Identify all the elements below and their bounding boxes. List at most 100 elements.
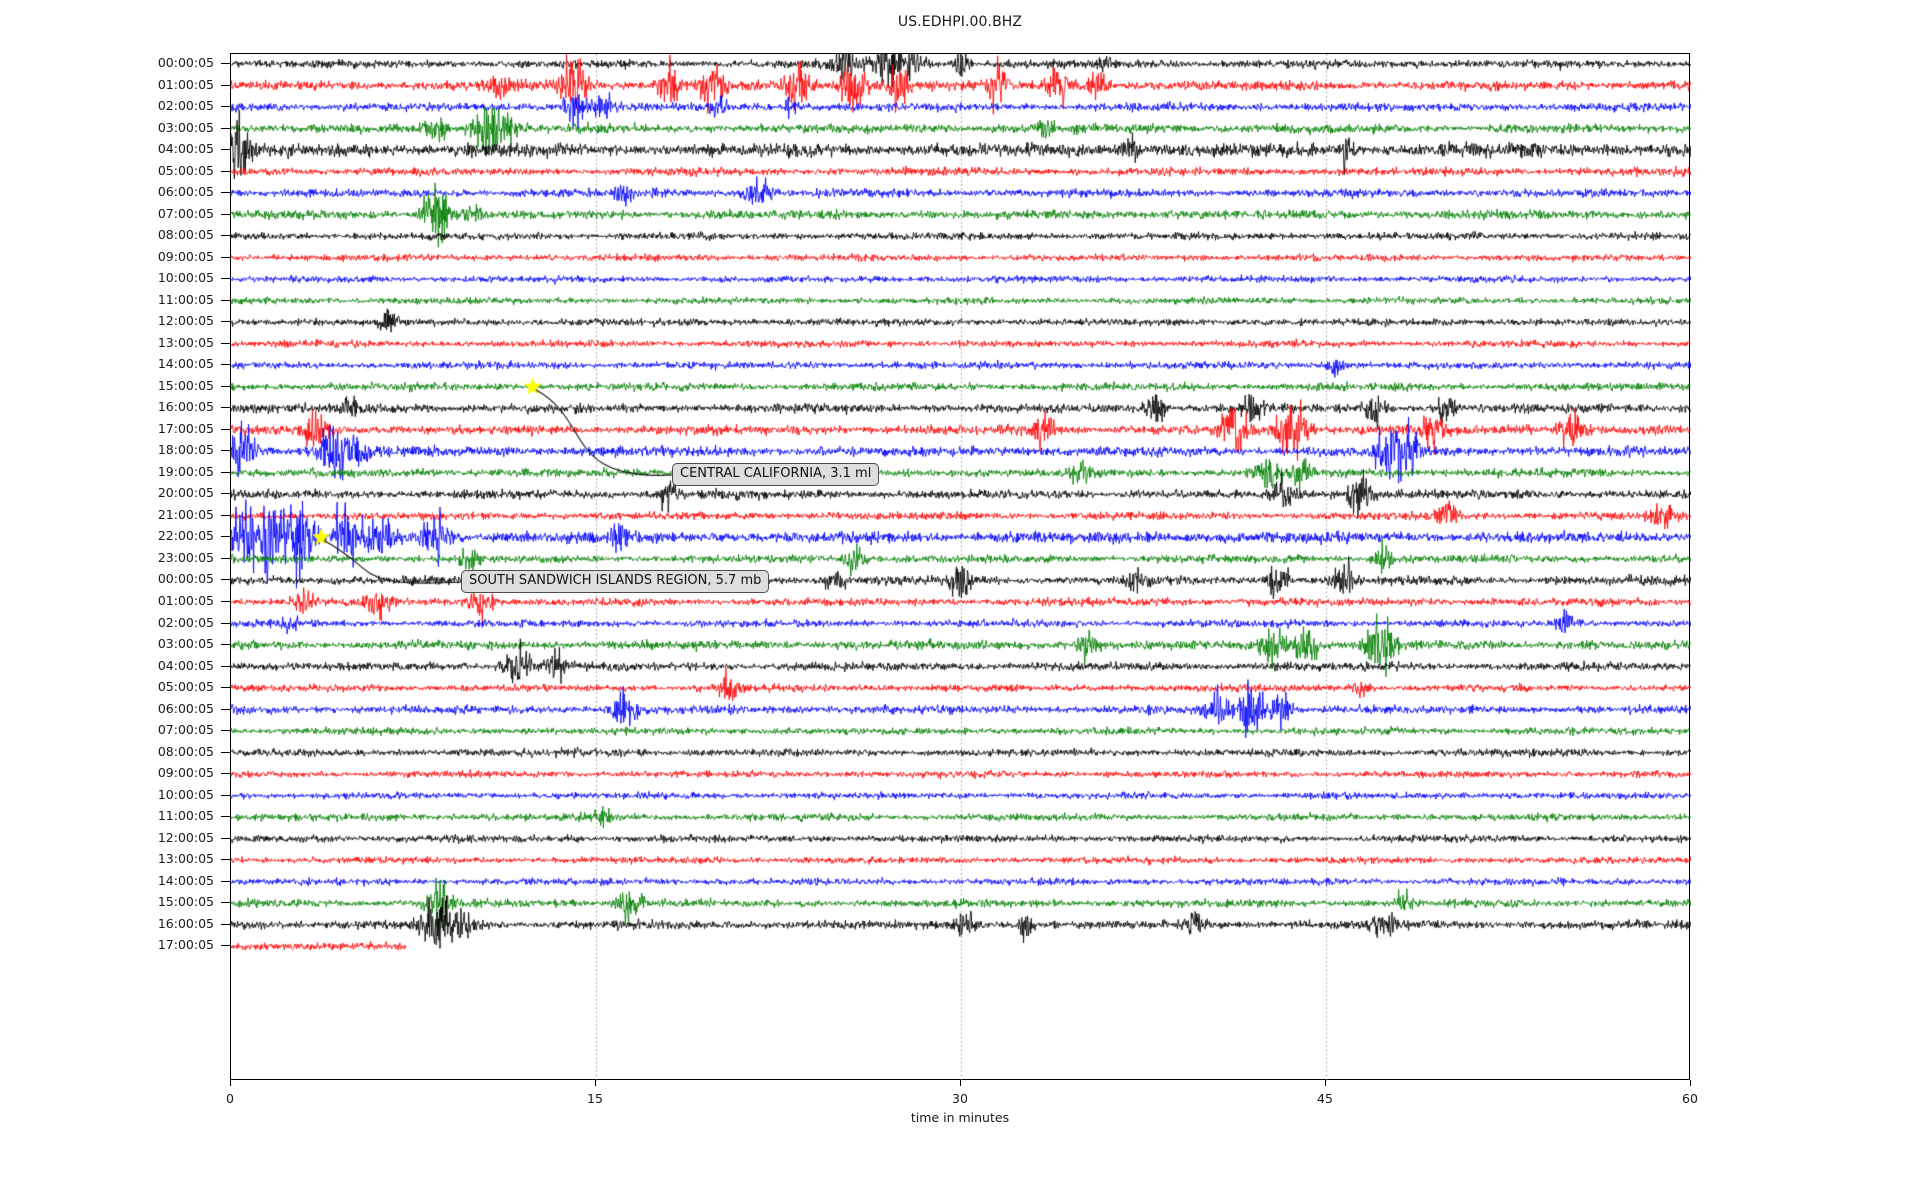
y-tick-label: 13:00:05 (157, 850, 214, 866)
waveform-canvas (231, 54, 1691, 1081)
y-tick-label: 10:00:05 (157, 786, 214, 802)
y-tick-label: 17:00:05 (157, 937, 214, 953)
y-tick-mark (221, 428, 230, 430)
x-tick-label: 0 (226, 1091, 234, 1106)
y-tick-label: 20:00:05 (157, 485, 214, 501)
y-tick-label: 02:00:05 (157, 614, 214, 630)
y-tick-label: 08:00:05 (157, 743, 214, 759)
y-tick-label: 01:00:05 (157, 592, 214, 608)
y-tick-mark (221, 278, 230, 280)
x-tick-mark (595, 1080, 596, 1086)
y-tick-mark (221, 321, 230, 323)
y-tick-mark (221, 106, 230, 108)
y-tick-mark (221, 63, 230, 64)
y-tick-label: 23:00:05 (157, 549, 214, 565)
y-tick-label: 15:00:05 (157, 377, 214, 393)
y-tick-mark (221, 708, 230, 710)
y-tick-label: 11:00:05 (157, 291, 214, 307)
x-tick-label: 60 (1682, 1091, 1698, 1106)
y-tick-mark (221, 880, 230, 882)
y-tick-label: 18:00:05 (157, 442, 214, 458)
x-tick-mark (230, 1080, 231, 1086)
y-tick-mark (221, 407, 230, 409)
x-tick-mark (1325, 1080, 1326, 1086)
x-axis-label: time in minutes (910, 1110, 1010, 1125)
y-tick-label: 10:00:05 (157, 269, 214, 285)
y-tick-label: 08:00:05 (157, 226, 214, 242)
y-tick-label: 17:00:05 (157, 420, 214, 436)
y-tick-label: 05:00:05 (157, 162, 214, 178)
x-axis-tick-labels: 0 15 30 45 60 (226, 1080, 1698, 1120)
event-annotation-south-sandwich-islands: SOUTH SANDWICH ISLANDS REGION, 5.7 mb (461, 570, 770, 593)
y-tick-label: 03:00:05 (157, 119, 214, 135)
y-tick-mark (221, 149, 230, 151)
y-tick-label: 00:00:05 (157, 571, 214, 587)
y-tick-mark (221, 170, 230, 172)
page-title: US.EDHPI.00.BHZ (897, 14, 1023, 30)
y-tick-label: 11:00:05 (157, 807, 214, 823)
plot-axes (230, 53, 1691, 1081)
y-tick-mark (221, 84, 230, 86)
y-tick-mark (221, 687, 230, 689)
y-tick-label: 15:00:05 (157, 894, 214, 910)
y-tick-mark (221, 923, 230, 925)
y-tick-mark (221, 256, 230, 258)
y-tick-mark (221, 536, 230, 538)
y-tick-label: 12:00:05 (157, 312, 214, 328)
y-tick-mark (221, 622, 230, 624)
y-tick-label: 07:00:05 (157, 205, 214, 221)
y-tick-mark (221, 945, 230, 947)
y-tick-mark (221, 471, 230, 473)
y-tick-mark (221, 235, 230, 237)
event-annotation-central-california: CENTRAL CALIFORNIA, 3.1 ml (672, 463, 880, 486)
y-tick-mark (221, 859, 230, 861)
y-tick-mark (221, 342, 230, 344)
y-tick-mark (221, 127, 230, 129)
y-tick-label: 03:00:05 (157, 635, 214, 651)
y-tick-label: 12:00:05 (157, 829, 214, 845)
y-tick-label: 22:00:05 (157, 528, 214, 544)
x-tick-label: 30 (952, 1091, 968, 1106)
y-tick-mark (221, 730, 230, 732)
y-tick-mark (221, 557, 230, 559)
y-tick-label: 21:00:05 (157, 506, 214, 522)
y-tick-mark (221, 192, 230, 194)
y-tick-label: 04:00:05 (157, 657, 214, 673)
y-tick-label: 16:00:05 (157, 399, 214, 415)
y-tick-mark (221, 514, 230, 516)
y-tick-mark (221, 579, 230, 581)
y-tick-mark (221, 364, 230, 366)
y-tick-mark (221, 213, 230, 215)
y-axis-tick-labels: 00:00:05 01:00:05 02:00:05 03:00:05 04:00:05… (0, 53, 230, 1080)
y-tick-mark (221, 644, 230, 646)
y-tick-mark (221, 794, 230, 796)
y-tick-mark (221, 837, 230, 839)
y-tick-label: 14:00:05 (157, 356, 214, 372)
y-tick-label: 00:00:05 (157, 54, 214, 70)
y-tick-mark (221, 773, 230, 775)
x-tick-mark (960, 1080, 961, 1086)
y-tick-mark (221, 493, 230, 495)
y-tick-label: 05:00:05 (157, 678, 214, 694)
y-tick-mark (221, 665, 230, 667)
y-tick-label: 06:00:05 (157, 700, 214, 716)
y-tick-label: 01:00:05 (157, 76, 214, 92)
y-tick-label: 14:00:05 (157, 872, 214, 888)
y-tick-mark (221, 601, 230, 602)
y-tick-mark (221, 299, 230, 301)
y-tick-label: 19:00:05 (157, 463, 214, 479)
x-tick-mark (1690, 1080, 1691, 1086)
y-tick-mark (221, 902, 230, 904)
y-tick-label: 06:00:05 (157, 183, 214, 199)
y-tick-label: 13:00:05 (157, 334, 214, 350)
y-tick-mark (221, 385, 230, 387)
x-tick-label: 45 (1317, 1091, 1333, 1106)
y-tick-label: 02:00:05 (157, 97, 214, 113)
x-tick-label: 15 (587, 1091, 603, 1106)
y-tick-label: 09:00:05 (157, 764, 214, 780)
y-tick-label: 16:00:05 (157, 915, 214, 931)
y-tick-mark (221, 751, 230, 753)
y-tick-label: 09:00:05 (157, 248, 214, 264)
y-tick-mark (221, 450, 230, 452)
